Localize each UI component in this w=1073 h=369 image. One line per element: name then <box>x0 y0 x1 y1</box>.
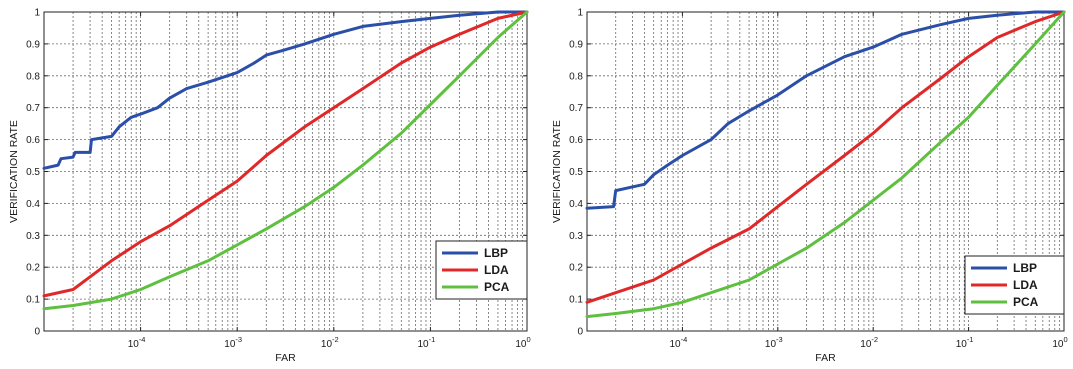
y-tick-label: 0.9 <box>569 39 583 50</box>
y-tick-label: 0.8 <box>26 71 40 82</box>
x-axis-label: FAR <box>815 352 836 364</box>
chart-2: 0 0.1 0.2 0.3 0.4 0.5 0.6 0.7 0.8 0.9 1 10-4 10-3 10-… <box>551 8 1068 365</box>
x-tick-label: 10-2 <box>321 335 339 350</box>
x-tick-label: 100 <box>515 335 530 350</box>
y-tick-label: 0.1 <box>26 295 40 306</box>
y-tick-label: 0.3 <box>26 231 40 242</box>
x-tick-label: 10-2 <box>860 335 878 350</box>
legend: LBP LDA PCA <box>964 255 1065 315</box>
x-tick-label: 10-4 <box>128 335 146 350</box>
y-tick-label: 0.5 <box>26 167 40 178</box>
y-tick-label: 0.6 <box>569 135 583 146</box>
y-tick-label: 0.4 <box>569 199 583 210</box>
y-tick-label: 0.2 <box>569 263 583 274</box>
legend-label-lbp: LBP <box>1013 261 1037 275</box>
legend-label-lda: LDA <box>484 263 509 277</box>
series-line-lda <box>42 10 529 298</box>
x-axis-label: FAR <box>275 352 296 364</box>
legend-label-pca: PCA <box>484 280 510 294</box>
x-tick-label: 100 <box>1052 335 1067 350</box>
y-tick-label: 1 <box>577 8 583 19</box>
x-tick-label: 10-3 <box>224 335 242 350</box>
x-tick-label: 10-1 <box>418 335 436 350</box>
y-tick-label: 0.1 <box>569 295 583 306</box>
y-tick-label: 0 <box>34 327 40 338</box>
y-tick-label: 0.2 <box>26 263 40 274</box>
y-tick-label: 0.4 <box>26 199 40 210</box>
y-axis-label: VERIFICATION RATE <box>551 120 563 223</box>
grid <box>44 12 527 331</box>
y-tick-label: 0.9 <box>26 39 40 50</box>
series-line-lbp <box>42 10 529 170</box>
y-tick-label: 0.7 <box>26 103 40 114</box>
y-tick-label: 0.6 <box>26 135 40 146</box>
y-axis-label: VERIFICATION RATE <box>8 120 20 223</box>
legend-label-lda: LDA <box>1013 278 1038 292</box>
y-tick-label: 1 <box>34 8 40 19</box>
x-tick-label: 10-3 <box>765 335 783 350</box>
y-tick-label: 0.7 <box>569 103 583 114</box>
series-line-lda <box>585 10 1066 304</box>
y-tick-label: 0 <box>577 327 583 338</box>
legend: LBP LDA PCA <box>435 240 528 300</box>
series-line-pca <box>585 10 1066 319</box>
chart-1: 0 0.1 0.2 0.3 0.4 0.5 0.6 0.7 0.8 0.9 1 10-4 10-3 10-… <box>8 8 531 365</box>
series-line-lbp <box>585 10 1066 210</box>
x-tick-label: 10-4 <box>670 335 688 350</box>
y-tick-label: 0.8 <box>569 71 583 82</box>
x-tick-label: 10-1 <box>956 335 974 350</box>
y-tick-label: 0.3 <box>569 231 583 242</box>
legend-label-lbp: LBP <box>484 246 508 260</box>
series-line-pca <box>42 10 529 311</box>
legend-label-pca: PCA <box>1013 295 1039 309</box>
y-tick-label: 0.5 <box>569 167 583 178</box>
